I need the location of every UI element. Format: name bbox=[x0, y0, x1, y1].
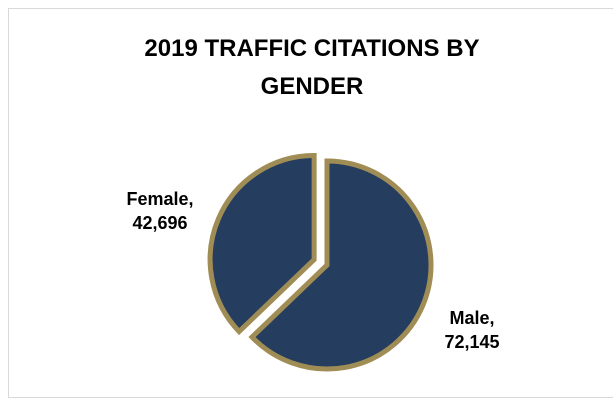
data-label: Female, 42,696 bbox=[126, 189, 193, 233]
pie-slice bbox=[248, 158, 434, 372]
label-category: Female bbox=[126, 189, 188, 209]
label-separator: , bbox=[490, 308, 495, 328]
data-label: Male, 72,145 bbox=[444, 308, 499, 352]
label-value: 72,145 bbox=[444, 332, 499, 352]
label-separator: , bbox=[189, 189, 194, 209]
label-value: 42,696 bbox=[132, 213, 187, 233]
chart-border bbox=[8, 8, 613, 398]
pie-slice bbox=[207, 153, 317, 336]
chart-title: 2019 TRAFFIC CITATIONS BY GENDER bbox=[144, 35, 480, 100]
label-category: Male bbox=[449, 308, 489, 328]
